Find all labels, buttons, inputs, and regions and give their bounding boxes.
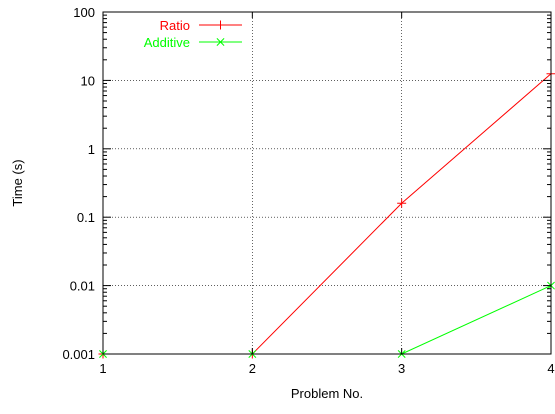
legend-item-ratio: Ratio	[160, 18, 242, 33]
series-line-ratio	[103, 74, 551, 354]
y-tick-label: 0.1	[77, 210, 95, 225]
y-tick-label: 0.01	[70, 279, 95, 294]
legend: Ratio Additive	[144, 18, 242, 50]
series-layer	[99, 69, 555, 358]
y-tick-label: 1	[88, 142, 95, 157]
y-axis-label: Time (s)	[10, 159, 25, 206]
y-tick-label: 10	[81, 73, 95, 88]
x-tick-label: 1	[99, 361, 106, 376]
y-tick-label: 100	[73, 5, 95, 20]
grid-lines	[103, 12, 551, 354]
legend-marker-ratio	[216, 21, 225, 30]
legend-label-ratio: Ratio	[160, 18, 190, 33]
y-tick-label: 0.001	[62, 347, 95, 362]
x-tick-label: 2	[249, 361, 256, 376]
x-axis-label: Problem No.	[291, 386, 363, 401]
plot-frame	[103, 12, 551, 354]
x-tick-label: 4	[547, 361, 554, 376]
x-tick-label: 3	[398, 361, 405, 376]
legend-label-additive: Additive	[144, 35, 190, 50]
legend-item-additive: Additive	[144, 35, 242, 50]
series-line-additive	[103, 286, 551, 354]
axis-ticks: 1 2 3 4 0.001 0.01 0.1 1 10 100	[62, 5, 554, 376]
